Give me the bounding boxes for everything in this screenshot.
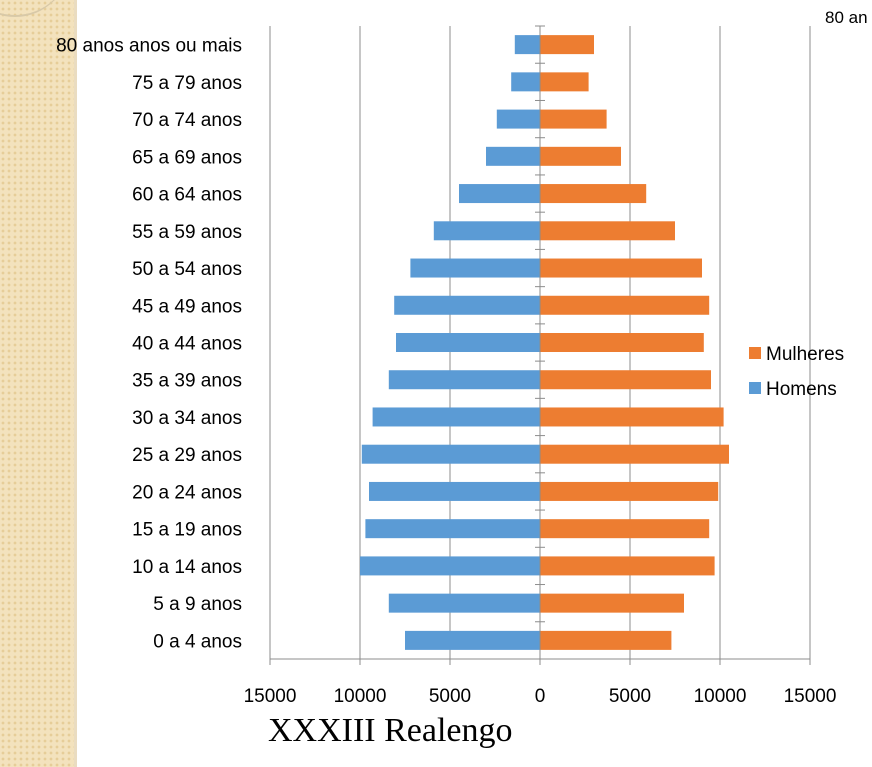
bar-mulheres: [540, 296, 709, 315]
bar-mulheres: [540, 221, 675, 240]
x-tick-label: 15000: [784, 686, 837, 707]
bar-mulheres: [540, 594, 684, 613]
bar-homens: [389, 594, 540, 613]
legend-label-mulheres: Mulheres: [766, 344, 844, 365]
legend-label-homens: Homens: [766, 379, 837, 400]
y-tick-label: 40 a 44 anos: [132, 334, 242, 355]
x-tick-label: 5000: [609, 686, 651, 707]
y-tick-label: 65 a 69 anos: [132, 147, 242, 168]
bar-mulheres: [540, 259, 702, 278]
y-tick-label: 50 a 54 anos: [132, 259, 242, 280]
bar-mulheres: [540, 184, 646, 203]
y-tick-label: 0 a 4 anos: [153, 631, 242, 652]
x-tick-label: 0: [535, 686, 546, 707]
bar-mulheres: [540, 445, 729, 464]
bar-homens: [360, 556, 540, 575]
bar-homens: [511, 72, 540, 91]
bar-mulheres: [540, 35, 594, 54]
bar-mulheres: [540, 147, 621, 166]
bar-homens: [373, 407, 540, 426]
y-tick-label: 55 a 59 anos: [132, 222, 242, 243]
bar-homens: [405, 631, 540, 650]
axes: [270, 26, 810, 665]
bar-homens: [459, 184, 540, 203]
y-tick-label: 60 a 64 anos: [132, 185, 242, 206]
x-tick-label: 5000: [429, 686, 471, 707]
bars: [360, 35, 729, 650]
bar-homens: [365, 519, 540, 538]
y-tick-label: 80 anos anos ou mais: [56, 36, 242, 57]
corner-cropped-label: 80 an: [825, 8, 868, 28]
bar-mulheres: [540, 407, 724, 426]
bar-mulheres: [540, 556, 715, 575]
bar-homens: [410, 259, 540, 278]
x-tick-label: 10000: [694, 686, 747, 707]
bar-mulheres: [540, 482, 718, 501]
bar-mulheres: [540, 519, 709, 538]
y-tick-label: 10 a 14 anos: [132, 557, 242, 578]
y-axis-labels: 0 a 4 anos 5 a 9 anos 10 a 14 anos 15 a 19 …: [56, 36, 242, 653]
y-tick-label: 5 a 9 anos: [153, 594, 242, 615]
bar-homens: [389, 370, 540, 389]
x-axis-labels: 15000 10000 5000 0 5000 10000 15000: [244, 686, 837, 707]
bar-mulheres: [540, 72, 589, 91]
y-tick-label: 20 a 24 anos: [132, 482, 242, 503]
x-tick-label: 15000: [244, 686, 297, 707]
y-tick-label: 35 a 39 anos: [132, 371, 242, 392]
bar-homens: [369, 482, 540, 501]
legend: Mulheres Homens: [749, 344, 844, 400]
bar-homens: [434, 221, 540, 240]
bar-homens: [497, 110, 540, 129]
bar-mulheres: [540, 631, 671, 650]
y-tick-label: 15 a 19 anos: [132, 520, 242, 541]
bar-mulheres: [540, 110, 607, 129]
x-tick-label: 10000: [334, 686, 387, 707]
bar-mulheres: [540, 333, 704, 352]
legend-swatch-homens: [749, 382, 761, 394]
bar-homens: [394, 296, 540, 315]
bar-mulheres: [540, 370, 711, 389]
chart-title: XXXIII Realengo: [268, 712, 513, 750]
bar-homens: [396, 333, 540, 352]
y-tick-label: 45 a 49 anos: [132, 296, 242, 317]
bar-homens: [362, 445, 540, 464]
y-tick-label: 25 a 29 anos: [132, 445, 242, 466]
y-tick-label: 30 a 34 anos: [132, 408, 242, 429]
bar-homens: [515, 35, 540, 54]
y-tick-label: 70 a 74 anos: [132, 110, 242, 131]
y-tick-label: 75 a 79 anos: [132, 73, 242, 94]
legend-swatch-mulheres: [749, 347, 761, 359]
bar-homens: [486, 147, 540, 166]
